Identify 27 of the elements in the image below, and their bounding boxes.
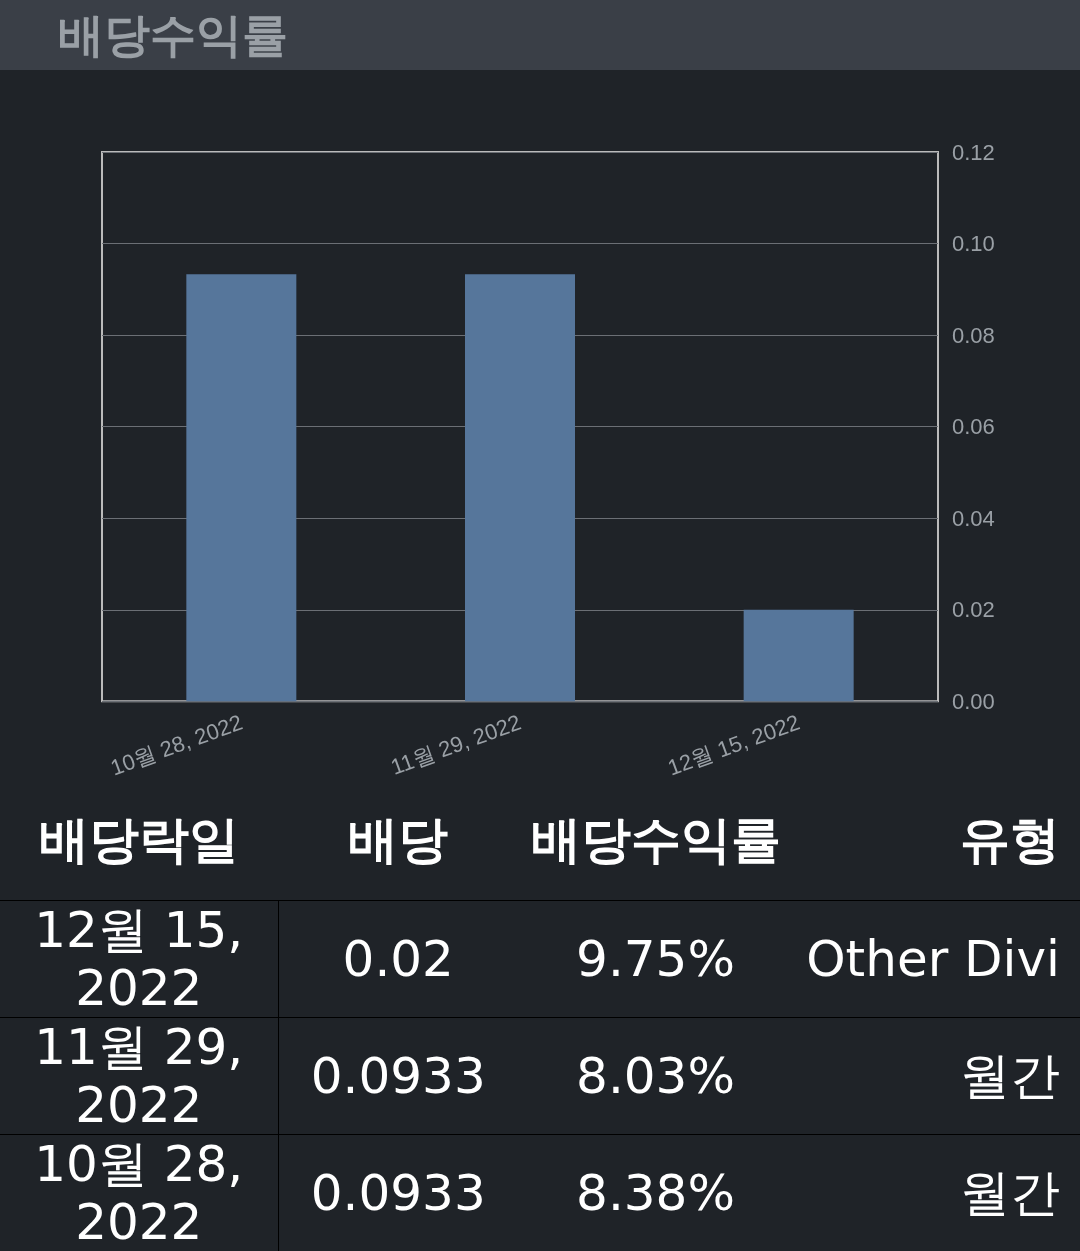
text: 8.03%	[518, 1017, 793, 1134]
x-tick-label: 12월 15, 2022	[664, 709, 803, 781]
text: 11월 29, 2022	[0, 1017, 278, 1134]
text: 0.02	[278, 900, 518, 1017]
text: 배당락일	[38, 809, 240, 871]
text: 10월 28, 2022	[0, 1134, 278, 1251]
text: 12월 15, 2022	[0, 900, 278, 1017]
y-tick-label: 0.12	[952, 139, 995, 165]
text: 0.0933	[278, 1017, 518, 1134]
text: 0.0933	[278, 1134, 518, 1251]
y-tick-label: 0.02	[952, 597, 995, 623]
text: 배당	[347, 809, 449, 871]
chart-title: 배당수익률	[0, 0, 1080, 70]
y-tick-label: 0.08	[952, 322, 995, 348]
text: 유형	[959, 809, 1061, 871]
y-tick-label: 0.00	[952, 688, 995, 714]
y-tick-label: 0.06	[952, 414, 995, 440]
x-tick-label: 10월 28, 2022	[107, 709, 246, 781]
text: 8.38%	[518, 1134, 793, 1251]
x-tick-label: 11월 29, 2022	[387, 709, 525, 780]
y-tick-label: 0.04	[952, 505, 995, 531]
text: Other Divi	[793, 900, 1080, 1017]
text: 배당수익률	[529, 809, 782, 871]
text: 9.75%	[518, 900, 793, 1017]
text: 월간	[793, 1017, 1080, 1134]
text: 월간	[793, 1134, 1080, 1251]
y-tick-label: 0.10	[952, 231, 995, 257]
